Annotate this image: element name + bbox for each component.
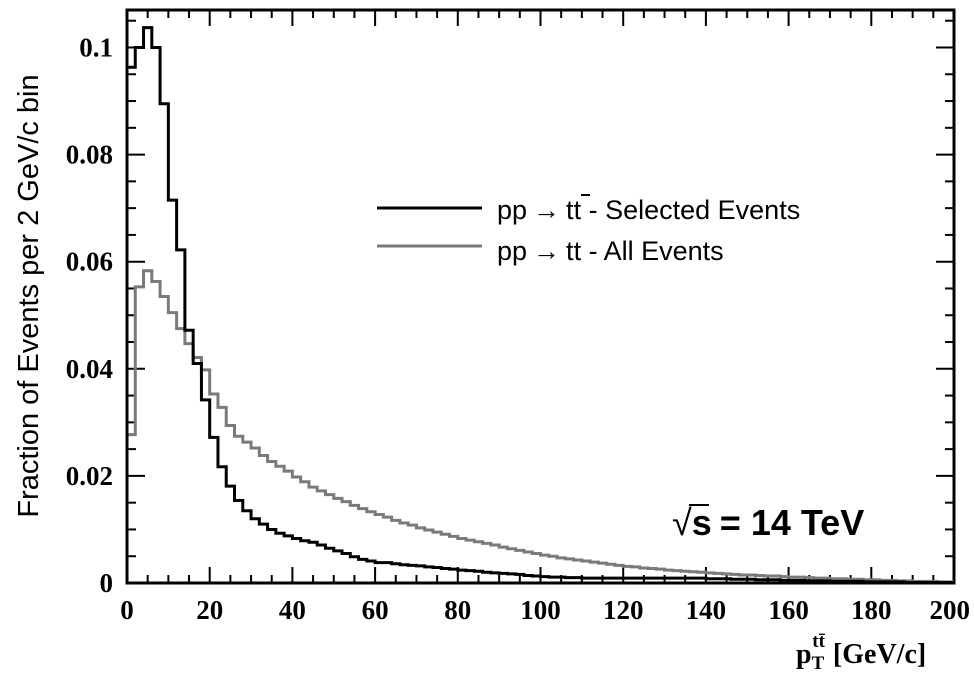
x-tick-labels: 0 20 40 60 80 100 120 140 160 180 200 [120, 595, 970, 625]
y-tick-label: 0.1 [79, 32, 113, 62]
sqrt-s: s [692, 502, 712, 543]
legend-label-selected: pp → tt - Selected Events [497, 195, 800, 225]
energy-annotation: √s = 14 TeV [672, 502, 864, 543]
series-selected-events [125, 26, 954, 584]
y-axis-label: Fraction of Events per 2 GeV/c bin [13, 74, 45, 517]
y-tick-label: 0.04 [66, 354, 113, 384]
y-tick-label: 0 [100, 568, 114, 598]
svg-text:√s= 14 TeV: √s = 14 TeV [672, 502, 864, 543]
x-tick-label: 0 [120, 595, 134, 625]
svg-text:pTtt̄[GeV/c]: pTtt̄ [GeV/c] [796, 631, 926, 674]
x-axis-label: pTtt̄ [GeV/c] [796, 631, 926, 674]
y-tick-label: 0.08 [66, 140, 113, 170]
x-tick-label: 20 [196, 595, 223, 625]
series-group [125, 26, 954, 584]
x-tick-label: 200 [930, 595, 971, 625]
axis-ticks [126, 10, 955, 584]
x-tick-label: 60 [362, 595, 389, 625]
legend: pp → tt - Selected Events pp → tt - All Even… [377, 194, 800, 266]
x-label-main: p [796, 639, 812, 670]
x-tick-label: 120 [603, 595, 644, 625]
y-tick-labels: 0 0.02 0.04 0.06 0.08 0.1 [66, 32, 113, 598]
x-tick-label: 140 [686, 595, 727, 625]
y-tick-label: 0.02 [66, 461, 113, 491]
x-tick-label: 100 [520, 595, 561, 625]
legend-label-all: pp → tt - All Events [497, 236, 724, 266]
x-tick-label: 180 [851, 595, 892, 625]
x-tick-label: 160 [768, 595, 809, 625]
sqrt-symbol: √ [672, 502, 692, 543]
y-tick-label: 0.06 [66, 247, 113, 277]
series-all-events [125, 269, 954, 584]
x-tick-label: 80 [444, 595, 471, 625]
x-tick-label: 40 [279, 595, 306, 625]
energy-value: = 14 TeV [720, 502, 864, 543]
x-label-unit: [GeV/c] [833, 639, 926, 670]
x-label-sub: T [812, 653, 825, 674]
plot-frame [125, 8, 956, 585]
x-label-sup: tt̄ [812, 631, 825, 652]
